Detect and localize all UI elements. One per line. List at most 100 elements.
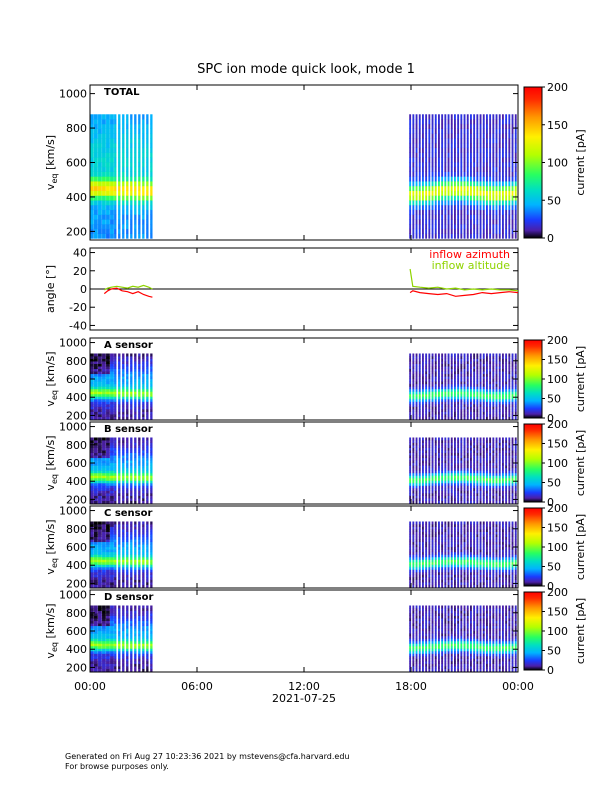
spectrogram-cell — [106, 353, 110, 357]
spectrogram-cell — [511, 219, 514, 225]
spectrogram-cell — [454, 128, 456, 134]
spectrogram-cell — [409, 383, 412, 387]
spectrogram-cell — [476, 138, 479, 144]
spectrogram-cell — [118, 219, 121, 225]
spectrogram-cell — [98, 462, 102, 466]
spectrogram-cell — [460, 411, 463, 415]
spectrogram-cell — [438, 480, 440, 484]
spectrogram-cell — [511, 223, 514, 230]
spectrogram-cell — [114, 546, 117, 550]
spectrogram-cell — [126, 472, 129, 476]
spectrogram-cell — [450, 403, 453, 407]
spectrogram-cell — [476, 490, 479, 494]
spectrogram-cell — [438, 388, 440, 392]
spectrogram-cell — [447, 171, 450, 177]
spectrogram-cell — [138, 133, 141, 139]
spectrogram-cell — [422, 445, 424, 448]
spectrogram-cell — [106, 383, 110, 387]
spectrogram-cell — [479, 114, 482, 120]
spectrogram-cell — [409, 233, 412, 239]
spectrogram-cell — [454, 416, 456, 420]
spectrogram-cell — [489, 386, 492, 390]
spectrogram-cell — [476, 353, 479, 357]
spectrogram-cell — [415, 391, 418, 395]
spectrogram-cell — [438, 204, 440, 211]
spectrogram-cell — [444, 524, 447, 527]
spectrogram-cell — [94, 381, 98, 385]
spectrogram-cell — [415, 447, 418, 451]
spectrogram-cell — [150, 551, 153, 555]
spectrogram-cell — [114, 185, 117, 191]
spectrogram-cell — [102, 566, 106, 570]
spectrogram-cell — [134, 495, 137, 499]
spectrogram-cell — [479, 498, 482, 501]
spectrogram-cell — [415, 358, 418, 362]
spectrogram-cell — [122, 411, 125, 415]
spectrogram-cell — [415, 442, 418, 446]
spectrogram-cell — [495, 209, 498, 215]
spectrogram-cell — [457, 480, 460, 484]
spectrogram-cell — [412, 551, 415, 555]
spectrogram-cell — [114, 475, 117, 479]
spectrogram-cell — [454, 472, 456, 476]
spectrogram-cell — [502, 128, 504, 134]
spectrogram-cell — [98, 577, 102, 580]
spectrogram-cell — [463, 551, 466, 555]
spectrogram-cell — [492, 485, 495, 489]
spectrogram-cell — [450, 544, 453, 548]
spectrogram-cell — [431, 490, 434, 494]
spectrogram-cell — [150, 485, 153, 489]
spectrogram-cell — [150, 495, 153, 499]
spectrogram-cell — [454, 123, 456, 129]
spectrogram-cell — [118, 190, 121, 196]
spectrogram-cell — [508, 398, 511, 402]
spectrogram-cell — [466, 161, 469, 168]
spectrogram-cell — [90, 485, 94, 489]
spectrogram-cell — [106, 195, 110, 201]
spectrogram-cell — [431, 378, 434, 382]
spectrogram-cell — [422, 209, 424, 215]
spectrogram-cell — [444, 571, 447, 575]
spectrogram-cell — [118, 579, 121, 583]
spectrogram-cell — [134, 228, 137, 234]
spectrogram-cell — [126, 366, 129, 370]
spectrogram-cell — [447, 368, 450, 372]
spectrogram-cell — [476, 391, 479, 395]
spectrogram-cell — [447, 521, 450, 525]
spectrogram-cell — [479, 219, 482, 225]
spectrogram-cell — [114, 495, 117, 499]
spectrogram-cell — [118, 388, 121, 392]
spectrogram-cell — [126, 381, 129, 385]
spectrogram-cell — [412, 554, 415, 558]
spectrogram-cell — [415, 353, 418, 357]
spectrogram-cell — [150, 185, 153, 191]
spectrogram-cell — [438, 416, 440, 420]
y-tick-label: 800 — [66, 122, 87, 135]
spectrogram-cell — [444, 470, 447, 474]
spectrogram-cell — [130, 181, 133, 187]
spectrogram-cell — [495, 477, 498, 481]
spectrogram-cell — [476, 482, 479, 486]
spectrogram-cell — [502, 406, 504, 410]
spectrogram-cell — [110, 223, 114, 230]
spectrogram-cell — [94, 556, 98, 560]
spectrogram-cell — [102, 556, 106, 560]
spectrogram-cell — [118, 373, 121, 377]
spectrogram-cell — [138, 440, 141, 443]
spectrogram-cell — [412, 447, 415, 451]
spectrogram-cell — [450, 452, 453, 456]
spectrogram-cell — [425, 534, 428, 538]
spectrogram-cell — [142, 524, 145, 527]
spectrogram-cell — [110, 409, 114, 412]
spectrogram-cell — [492, 383, 495, 387]
spectrogram-cell — [134, 195, 137, 201]
spectrogram-cell — [114, 450, 117, 454]
spectrogram-cell — [412, 142, 415, 149]
spectrogram-cell — [422, 500, 424, 504]
spectrogram-cell — [486, 152, 488, 158]
spectrogram-cell — [441, 114, 444, 120]
spectrogram-cell — [479, 416, 482, 420]
spectrogram-cell — [447, 371, 450, 375]
spectrogram-cell — [482, 368, 485, 372]
spectrogram-cell — [473, 493, 476, 496]
